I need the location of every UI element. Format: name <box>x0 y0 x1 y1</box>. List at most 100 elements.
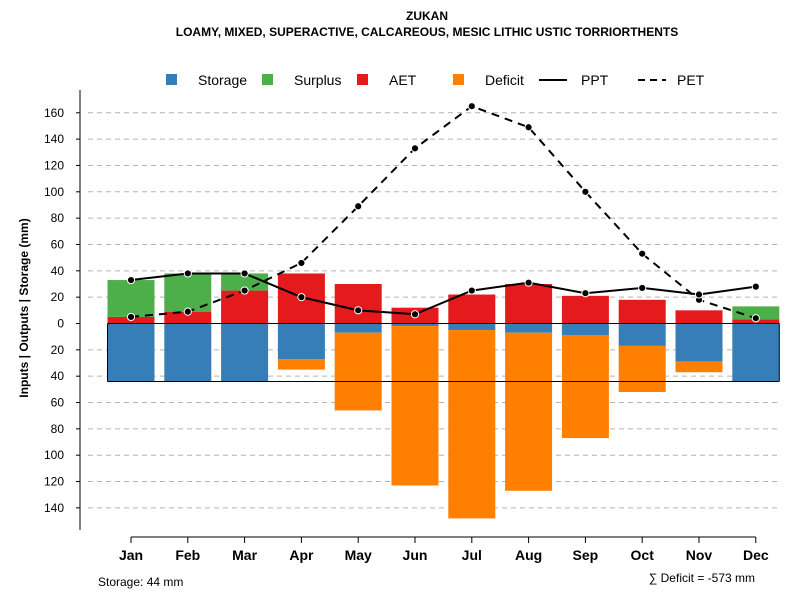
legend-swatch-surplus <box>262 74 273 85</box>
storage-bar <box>277 323 325 360</box>
deficit-bar <box>618 345 666 392</box>
y-tick-label: 100 <box>44 185 64 199</box>
legend-label-aet: AET <box>389 72 417 88</box>
axes: 160 140 120 100 80 60 40 20 0 20 40 60 80 100 120 140 Ja… <box>44 90 769 563</box>
ppt-point <box>126 275 136 285</box>
surplus-bar <box>732 306 780 320</box>
y-tick-label: 120 <box>44 158 64 172</box>
legend-swatch-aet <box>357 74 368 85</box>
legend-swatch-deficit <box>453 74 464 85</box>
aet-bar <box>618 299 666 324</box>
chart-subtitle: LOAMY, MIXED, SUPERACTIVE, CALCAREOUS, M… <box>176 25 678 39</box>
y-tick-label: 20 <box>51 290 65 304</box>
y-tick-label: 100 <box>44 448 64 462</box>
ppt-point <box>524 278 533 287</box>
pet-point <box>410 144 420 153</box>
y-tick-label: 140 <box>44 132 64 146</box>
storage-bar <box>391 323 439 327</box>
legend-label-storage: Storage <box>198 72 247 88</box>
y-tick-label: 60 <box>51 396 65 410</box>
deficit-bar <box>448 330 496 519</box>
legend-label-ppt: PPT <box>581 72 609 88</box>
pet-point <box>751 314 760 323</box>
pet-point <box>297 258 306 268</box>
aet-bar <box>675 310 723 324</box>
ppt-point <box>638 283 647 293</box>
storage-note: Storage: 44 mm <box>98 575 183 589</box>
x-tick-label-jun: Jun <box>403 547 428 563</box>
x-tick-label-apr: Apr <box>289 547 314 563</box>
y-tick-label: 80 <box>51 422 65 436</box>
x-tick-label-sep: Sep <box>573 547 599 563</box>
x-tick-label-nov: Nov <box>686 547 713 563</box>
storage-bar <box>448 323 496 331</box>
legend-swatch-storage <box>166 74 177 85</box>
storage-bar <box>561 323 609 336</box>
ppt-line <box>130 272 756 316</box>
pet-point <box>524 123 533 132</box>
storage-bar <box>618 323 666 346</box>
ppt-point <box>410 310 420 319</box>
storage-bar <box>334 323 382 333</box>
x-tick-label-dec: Dec <box>743 547 769 563</box>
y-tick-label: 40 <box>51 369 65 383</box>
legend-label-surplus: Surplus <box>294 72 341 88</box>
ppt-point <box>297 293 306 302</box>
x-tick-label-feb: Feb <box>175 547 200 563</box>
x-tick-label-oct: Oct <box>631 547 655 563</box>
x-tick-label-jan: Jan <box>119 547 143 563</box>
deficit-bar <box>505 332 553 491</box>
deficit-bar <box>277 359 325 370</box>
deficit-bar <box>675 361 723 373</box>
aet-bar <box>221 290 269 324</box>
ppt-point <box>183 269 192 278</box>
chart-title: ZUKAN <box>406 9 448 23</box>
x-tick-label-jul: Jul <box>462 547 482 563</box>
y-tick-label: 60 <box>51 237 65 251</box>
aet-bar <box>561 295 609 324</box>
storage-bar <box>164 323 212 382</box>
ppt-point <box>581 289 590 298</box>
y-tick-label: 80 <box>51 211 65 225</box>
legend: Storage Surplus AET Deficit PPT PET <box>166 72 705 88</box>
line-group <box>126 102 760 323</box>
pet-point <box>467 102 476 111</box>
legend-label-deficit: Deficit <box>485 72 524 88</box>
storage-bar <box>505 323 553 333</box>
y-axis-title: Inputs | Outputs | Storage (mm) <box>17 218 31 397</box>
x-tick-label-mar: Mar <box>232 547 257 563</box>
ppt-point <box>751 282 760 291</box>
pet-point <box>581 187 590 196</box>
aet-bar <box>448 294 496 324</box>
y-tick-label: 160 <box>44 106 64 120</box>
y-tick-label: 40 <box>51 264 65 278</box>
storage-bar <box>675 323 723 362</box>
aet-bar <box>505 283 553 324</box>
x-tick-label-aug: Aug <box>515 547 542 563</box>
storage-bar <box>732 323 780 382</box>
pet-point <box>354 202 363 211</box>
deficit-note: ∑ Deficit = -573 mm <box>649 571 755 585</box>
y-tick-label: 140 <box>44 501 64 515</box>
legend-label-pet: PET <box>677 72 705 88</box>
y-tick-label: 0 <box>57 317 64 331</box>
pet-point <box>183 307 192 316</box>
aet-bar <box>164 311 212 324</box>
deficit-bar <box>561 335 609 439</box>
deficit-bar <box>334 332 382 411</box>
ppt-point <box>694 290 704 299</box>
pet-point <box>638 249 647 258</box>
x-tick-label-may: May <box>345 547 372 563</box>
storage-bar <box>221 323 269 382</box>
y-tick-label: 120 <box>44 475 64 489</box>
ppt-point <box>467 286 476 295</box>
ppt-point <box>354 306 363 315</box>
pet-point <box>240 286 249 295</box>
aet-bar <box>334 283 382 324</box>
surplus-bar <box>107 280 155 317</box>
pet-point <box>126 312 136 322</box>
ppt-point <box>240 269 249 278</box>
deficit-bar <box>391 326 439 486</box>
y-tick-label: 20 <box>51 343 65 357</box>
